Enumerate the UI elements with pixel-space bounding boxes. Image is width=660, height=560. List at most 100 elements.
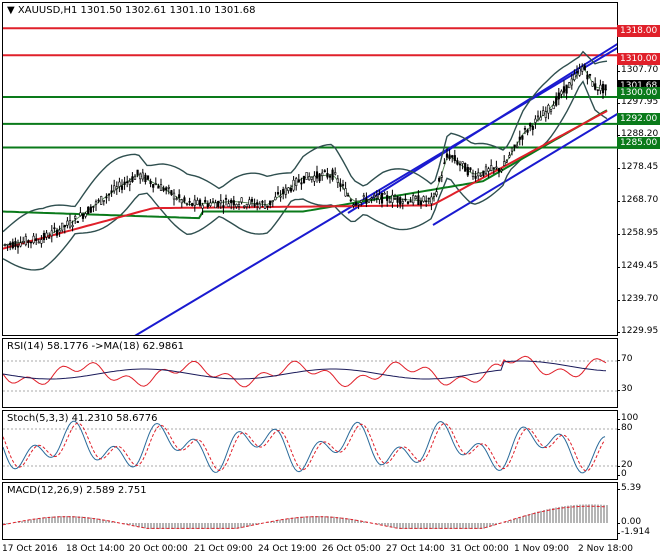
macd-histogram-bar xyxy=(225,523,227,529)
stoch-tick-100: 100 xyxy=(616,413,639,423)
candle-body xyxy=(438,177,441,182)
candle-body xyxy=(305,172,308,180)
level-label-1285: 1285.00 xyxy=(617,137,660,149)
candle-body xyxy=(427,197,430,200)
macd-histogram-bar xyxy=(213,523,215,529)
macd-histogram-bar xyxy=(111,521,113,523)
candle-body xyxy=(534,118,537,123)
symbol-header: ▼ XAUUSD,H1 1301.50 1302.61 1301.10 1301… xyxy=(7,5,255,16)
candle-body xyxy=(196,200,199,205)
macd-histogram-bar xyxy=(306,516,308,523)
rsi-pane[interactable]: RSI(14) 58.1776 ->MA(18) 62.9861 xyxy=(2,338,618,408)
candle-body xyxy=(35,238,38,241)
candle-body xyxy=(269,200,272,206)
candle-body xyxy=(87,206,90,215)
candle-body xyxy=(339,183,342,187)
candle-body xyxy=(191,203,194,206)
price-tick: 1307.70 xyxy=(616,65,659,75)
macd-histogram-bar xyxy=(441,523,443,529)
rsi-svg xyxy=(3,355,617,392)
macd-histogram-bar xyxy=(210,523,212,529)
candle-body xyxy=(456,160,459,165)
macd-histogram-bar xyxy=(123,523,125,524)
candle-body xyxy=(547,104,550,114)
candle-body xyxy=(159,184,163,191)
candle-body xyxy=(573,74,576,81)
candle-body xyxy=(328,175,332,178)
macd-histogram-bar xyxy=(603,504,605,523)
macd-histogram-bar xyxy=(108,520,110,523)
candle-body xyxy=(167,187,170,189)
macd-histogram-bar xyxy=(27,519,29,523)
candle-body xyxy=(118,181,121,187)
macd-histogram-bar xyxy=(435,523,437,529)
candle-body xyxy=(113,185,116,192)
macd-histogram-bar xyxy=(504,521,506,523)
candle-body xyxy=(310,176,313,180)
macd-histogram-bar xyxy=(147,523,149,529)
macd-histogram-bar xyxy=(594,504,596,523)
candle-body xyxy=(66,220,69,226)
macd-histogram-bar xyxy=(474,523,476,529)
macd-histogram-bar xyxy=(24,520,26,523)
candle-body xyxy=(219,200,222,204)
candle-body xyxy=(581,66,584,72)
macd-histogram-bar xyxy=(216,523,218,529)
candle-body xyxy=(240,197,243,203)
macd-histogram-bar xyxy=(312,516,314,523)
candle-body xyxy=(27,240,30,243)
candle-body xyxy=(419,201,423,205)
candle-body xyxy=(365,198,368,204)
rsi-ma-line xyxy=(3,360,607,380)
candle-body xyxy=(276,192,280,195)
candle-body xyxy=(583,65,586,71)
macd-histogram-bar xyxy=(255,523,257,525)
candle-body xyxy=(217,201,220,207)
candle-body xyxy=(404,198,407,201)
macd-histogram-bar xyxy=(459,523,461,529)
candle-body xyxy=(313,175,316,182)
stoch-pane[interactable]: Stoch(5,3,3) 41.2310 58.6776 xyxy=(2,410,618,480)
candle-body xyxy=(360,200,363,203)
macd-histogram-bar xyxy=(15,522,17,523)
candle-body xyxy=(347,194,350,197)
macd-histogram-bar xyxy=(519,516,521,523)
time-tick: 18 Oct 14:00 xyxy=(66,544,125,554)
candle-body xyxy=(302,175,306,183)
macd-pane[interactable]: MACD(12,26,9) 2.589 2.751 xyxy=(2,482,618,540)
candle-body xyxy=(409,200,412,203)
price-pane[interactable]: ▼ XAUUSD,H1 1301.50 1302.61 1301.10 1301… xyxy=(2,2,618,336)
price-tick: 1288.20 xyxy=(616,129,659,139)
candle-body xyxy=(146,175,150,180)
macd-histogram-bar xyxy=(582,504,584,523)
macd-histogram-bar xyxy=(543,510,545,523)
macd-histogram-bar xyxy=(285,518,287,523)
candle-body xyxy=(406,201,410,204)
macd-histogram-bar xyxy=(393,523,395,528)
macd-histogram-bar xyxy=(273,520,275,523)
macd-histogram-bar xyxy=(576,504,578,523)
candle-body xyxy=(399,197,402,205)
candle-body xyxy=(516,145,519,148)
candle-body xyxy=(102,199,105,202)
candle-body xyxy=(204,200,207,203)
macd-histogram-bar xyxy=(423,523,425,529)
macd-histogram-bar xyxy=(177,523,179,529)
candle-body xyxy=(157,186,160,189)
macd-histogram-bar xyxy=(282,519,284,523)
macd-histogram-bar xyxy=(204,523,206,529)
candle-body xyxy=(92,206,95,208)
candle-body xyxy=(295,178,298,186)
macd-histogram-bar xyxy=(585,504,587,523)
candle-body xyxy=(422,196,425,202)
candle-body xyxy=(94,201,98,205)
macd-histogram-bar xyxy=(192,523,194,529)
trend-line-upper xyxy=(347,43,617,214)
macd-histogram-bar xyxy=(381,523,383,526)
macd-histogram-bar xyxy=(105,519,107,523)
stoch-svg xyxy=(3,420,617,474)
candle-body xyxy=(279,195,282,198)
time-tick: 2 Nov 18:00 xyxy=(578,544,633,554)
level-label-1300: 1300.00 xyxy=(617,87,660,99)
macd-histogram-bar xyxy=(462,523,464,529)
